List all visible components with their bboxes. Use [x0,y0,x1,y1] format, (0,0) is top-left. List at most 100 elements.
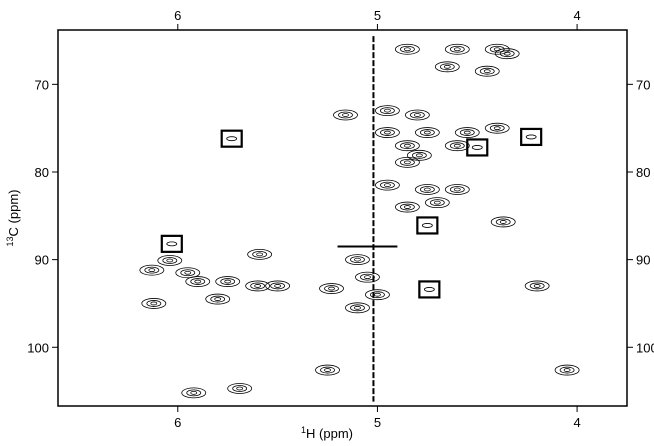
y-label-sup: 13 [5,236,15,246]
peak-contour [394,140,420,152]
peak-contour [181,387,207,399]
peak-contour [328,286,335,291]
peak-box [416,216,439,235]
y-tick-label-right: 80 [636,165,650,180]
peak-contour [194,279,202,284]
peak-contour [463,130,471,135]
peak-contour [227,383,253,394]
peak-contour [414,127,440,138]
peak-contour [365,289,390,301]
peak-contour [413,113,421,117]
peak-contour [394,201,420,213]
peak-contour [444,184,470,195]
peak-contour [411,151,427,159]
peak-contour [375,179,400,191]
peak-contour [247,248,273,260]
peak-contour [384,183,391,188]
x-tick-label-top: 5 [374,8,381,23]
y-label-text: C (ppm) [6,190,21,237]
x-axis-label: 1H (ppm) [301,425,353,441]
peak-contour [274,284,282,288]
peak-contour [453,187,461,192]
peak-contour [157,255,183,266]
boxed-peak [471,145,483,150]
peak-contour [459,129,475,136]
peak-contour [409,111,425,119]
peak-contour [214,297,222,301]
peak-contour [324,285,339,292]
peak-contour [454,127,480,138]
peak-contour [333,109,358,121]
peak-box [520,127,543,147]
peak-box [220,129,243,148]
peak-contour [404,109,430,121]
peak-contour [245,280,271,292]
peak-contour [350,256,365,264]
peak-contour [355,271,380,283]
peak-contour [423,130,431,135]
peak-contour [453,47,461,52]
peak-contour [374,292,381,297]
peak-contour [499,50,515,58]
peak-contour [380,129,395,136]
peak-contour [494,48,520,60]
boxed-peak [166,241,178,247]
peak-contour [403,143,411,148]
peak-contour [483,69,491,74]
peak-contour [449,45,465,53]
peak-contour [144,266,160,274]
peak-contour [559,366,575,374]
peak-contour [364,275,371,280]
peak-contour [224,279,232,284]
x-tick-label-top: 6 [174,8,181,23]
peak-contour [375,127,400,138]
peak-contour [453,143,461,148]
peak-contour [205,293,231,305]
peak-contour [495,218,511,226]
peak-contour [489,124,505,132]
peak-contour [190,390,198,395]
peak-contour [265,280,291,292]
y-tick-label: 100 [27,340,49,355]
peak-contour [433,200,441,205]
peak-contour [190,278,206,285]
peak-contour [479,67,495,75]
peak-contour [403,47,411,52]
peak-contour [360,273,375,281]
boxed-peak [226,136,238,142]
peak-box [466,138,489,157]
peak-contour [554,364,580,376]
peak-contour [320,366,335,374]
peak-contour [524,280,550,292]
peak-contour [403,205,411,209]
peak-contour [345,254,370,266]
peak-contour [184,270,192,275]
peak-contour [399,158,415,166]
peak-contour [429,199,445,207]
peak-contour [424,197,450,209]
peak-contour [380,107,395,115]
peak-contour [270,282,286,290]
peak-contour [380,181,395,189]
peak-contour [474,65,500,77]
peak-contour [419,129,435,136]
x-tick-label-top: 4 [573,8,580,23]
peak-contour [175,267,201,279]
peak-contour [370,291,385,299]
peak-contour [186,389,202,397]
peak-contour [180,269,196,277]
peak-contour [252,250,268,258]
peak-contour [489,45,505,53]
peak-contour [345,302,370,314]
peak-contour [444,140,470,152]
peak-contour [354,305,361,310]
peak-contour [350,304,365,312]
peak-contour [434,61,460,73]
peak-contour [403,160,411,165]
peak-contour [503,51,511,56]
peak-contour [354,257,361,262]
peak-contour [220,278,236,285]
peak-contour [449,142,465,150]
peak-contour [499,220,507,224]
